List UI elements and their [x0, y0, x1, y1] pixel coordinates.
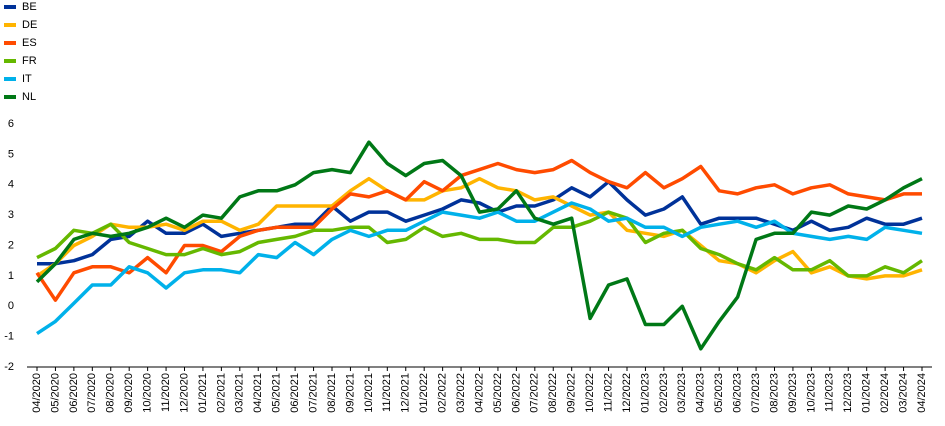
x-tick-label: 09/2021: [344, 373, 356, 413]
series-line: [37, 179, 923, 266]
x-tick-label: 09/2022: [566, 373, 578, 413]
x-tick-label: 12/2021: [400, 373, 412, 413]
x-tick-label: 10/2022: [584, 373, 596, 413]
x-tick-label: 04/2020: [31, 373, 43, 413]
x-tick-label: 10/2023: [805, 373, 817, 413]
y-tick-label: 2: [8, 239, 14, 251]
x-tick-label: 05/2022: [492, 373, 504, 413]
x-tick-label: 11/2022: [602, 373, 614, 412]
x-tick-label: 12/2022: [621, 373, 633, 413]
x-tick-label: 03/2024: [897, 373, 909, 413]
legend-label: FR: [22, 55, 37, 67]
x-tick-label: 08/2020: [105, 373, 117, 413]
x-tick-label: 02/2024: [879, 373, 891, 413]
x-tick-label: 05/2020: [49, 373, 61, 413]
x-tick-label: 08/2022: [547, 373, 559, 413]
x-tick-label: 03/2022: [455, 373, 467, 413]
x-tick-label: 05/2023: [713, 373, 725, 413]
x-tick-label: 09/2020: [123, 373, 135, 413]
x-tick-label: 06/2021: [289, 373, 301, 413]
x-tick-label: 07/2021: [307, 373, 319, 413]
x-tick-label: 08/2021: [326, 373, 338, 413]
x-tick-label: 08/2023: [768, 373, 780, 413]
series-line: [36, 210, 923, 278]
x-tick-label: 01/2024: [861, 373, 873, 413]
x-tick-label: 09/2023: [787, 373, 799, 413]
x-tick-label: 04/2021: [252, 373, 264, 413]
x-tick-label: 01/2022: [418, 373, 430, 413]
y-tick-label: 3: [8, 209, 14, 221]
x-tick-label: 06/2023: [732, 373, 744, 413]
legend-label: NL: [22, 91, 36, 103]
x-tick-label: 04/2023: [695, 373, 707, 413]
x-tick-label: 01/2021: [197, 373, 209, 413]
x-tick-label: 02/2022: [437, 373, 449, 413]
x-tick-label: 10/2021: [363, 373, 375, 413]
y-tick-label: 1: [8, 270, 14, 282]
legend-label: ES: [22, 37, 37, 49]
x-tick-label: 11/2023: [824, 373, 836, 412]
series-line: [36, 201, 923, 336]
series-line: [36, 176, 923, 281]
x-tick-label: 04/2022: [473, 373, 485, 413]
x-tick-label: 03/2021: [234, 373, 246, 413]
legend-label: BE: [22, 1, 37, 13]
x-tick-label: 06/2020: [68, 373, 80, 413]
series-line: [35, 158, 922, 302]
x-tick-label: 11/2021: [381, 373, 393, 412]
x-tick-label: 06/2022: [510, 373, 522, 413]
x-tick-label: 01/2023: [639, 373, 651, 413]
y-tick-label: 5: [8, 148, 14, 160]
y-tick-label: 0: [8, 300, 14, 312]
x-tick-label: 04/2024: [916, 373, 928, 413]
x-tick-label: 07/2022: [529, 373, 541, 413]
y-tick-label: -1: [4, 331, 14, 343]
x-tick-label: 07/2020: [86, 373, 98, 413]
x-tick-label: 10/2020: [142, 373, 154, 413]
y-tick-label: 4: [8, 179, 14, 191]
series-line: [35, 140, 923, 351]
y-tick-label: -2: [4, 361, 14, 373]
x-tick-label: 05/2021: [271, 373, 283, 413]
x-tick-label: 07/2023: [750, 373, 762, 413]
y-tick-label: 6: [8, 118, 14, 130]
x-tick-label: 02/2021: [215, 373, 227, 413]
legend-label: IT: [22, 73, 32, 85]
x-tick-label: 12/2023: [842, 373, 854, 413]
legend: BE DE ES FR IT NL: [4, 1, 37, 103]
legend-label: DE: [22, 19, 37, 31]
x-tick-label: 12/2020: [178, 373, 190, 413]
x-tick-label: 03/2023: [676, 373, 688, 413]
x-tick-label: 11/2020: [160, 373, 172, 412]
x-tick-label: 02/2023: [658, 373, 670, 413]
